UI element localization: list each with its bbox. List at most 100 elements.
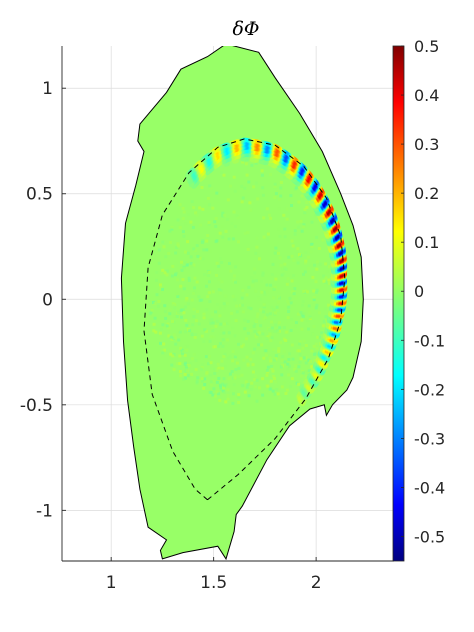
noise-cell	[280, 373, 284, 377]
noise-cell	[235, 310, 239, 314]
noise-cell	[247, 285, 251, 289]
noise-cell	[175, 246, 179, 249]
noise-cell	[324, 315, 328, 319]
noise-cell	[260, 173, 264, 177]
noise-cell	[262, 290, 266, 294]
noise-cell	[280, 385, 284, 389]
noise-cell	[174, 271, 178, 275]
axes-frame	[61, 46, 394, 562]
noise-cell	[183, 345, 187, 349]
noise-cell	[250, 163, 254, 167]
noise-cell	[221, 211, 225, 215]
noise-cell	[258, 297, 262, 301]
noise-cell	[178, 225, 182, 229]
noise-cell	[203, 273, 207, 277]
noise-cell	[223, 307, 226, 311]
noise-cell	[185, 345, 189, 349]
noise-cell	[254, 319, 258, 322]
noise-cell	[293, 325, 297, 329]
noise-cell	[253, 374, 257, 378]
noise-cell	[292, 303, 296, 307]
noise-cell	[221, 225, 224, 228]
noise-cell	[210, 318, 214, 322]
noise-cell	[311, 303, 315, 307]
noise-cell	[304, 259, 308, 263]
noise-cell	[243, 231, 247, 235]
noise-cell	[271, 389, 275, 393]
noise-cell	[197, 295, 201, 299]
noise-cell	[193, 286, 196, 290]
noise-cell	[195, 213, 199, 217]
noise-cell	[220, 171, 223, 175]
noise-cell	[304, 356, 308, 360]
noise-cell	[266, 370, 270, 374]
colorbar-tick-label: 0	[414, 282, 424, 301]
noise-cell	[272, 287, 276, 291]
noise-cell	[302, 317, 306, 321]
noise-cell	[298, 349, 302, 353]
noise-cell	[231, 350, 235, 354]
noise-cell	[282, 381, 286, 385]
noise-cell	[273, 311, 277, 315]
noise-cell	[180, 315, 183, 319]
noise-cell	[327, 278, 331, 282]
noise-cell	[255, 236, 259, 240]
noise-cell	[234, 319, 238, 323]
noise-cell	[194, 319, 198, 323]
noise-cell	[223, 352, 227, 356]
noise-cell	[307, 327, 310, 331]
noise-cell	[176, 242, 180, 246]
noise-cell	[292, 274, 296, 278]
noise-cell	[297, 382, 301, 386]
noise-cell	[189, 262, 193, 265]
noise-cell	[218, 398, 222, 402]
noise-cell	[297, 225, 301, 229]
noise-cell	[261, 193, 265, 197]
noise-cell	[228, 262, 231, 265]
noise-cell	[195, 280, 199, 284]
noise-cell	[212, 387, 216, 391]
noise-cell	[163, 271, 167, 275]
noise-cell	[153, 301, 157, 305]
noise-cell	[304, 251, 308, 255]
noise-cell	[188, 362, 192, 366]
noise-cell	[286, 362, 290, 366]
noise-cell	[303, 270, 307, 274]
noise-cell	[256, 312, 260, 316]
noise-cell	[192, 206, 196, 210]
noise-cell	[231, 294, 235, 298]
noise-cell	[307, 358, 311, 362]
noise-cell	[206, 295, 210, 299]
noise-cell	[233, 274, 236, 278]
noise-cell	[223, 304, 227, 308]
noise-cell	[208, 318, 212, 322]
colorbar-tick-label: -0.2	[414, 380, 445, 399]
noise-cell	[296, 247, 300, 251]
wall-boundary	[120, 46, 364, 561]
noise-cell	[301, 346, 305, 350]
noise-cell	[187, 374, 191, 378]
noise-cell	[167, 326, 171, 330]
noise-cell	[241, 310, 245, 314]
noise-cell	[318, 311, 321, 315]
noise-cell	[305, 374, 309, 378]
x-tick-label: 1	[106, 573, 117, 593]
noise-cell	[211, 321, 215, 325]
noise-cell	[281, 267, 285, 271]
noise-cell	[307, 369, 311, 373]
noise-cell	[237, 395, 241, 399]
noise-cell	[157, 261, 161, 265]
noise-cell	[279, 194, 283, 198]
noise-cell	[288, 364, 291, 368]
noise-cell	[218, 342, 222, 345]
noise-cell	[233, 334, 237, 338]
noise-cell	[271, 326, 274, 330]
noise-cell	[219, 385, 223, 389]
noise-cell	[302, 339, 306, 343]
noise-cell	[228, 354, 232, 358]
noise-cell	[288, 296, 292, 300]
noise-cell	[180, 268, 184, 272]
noise-cell	[245, 173, 249, 177]
noise-cell	[204, 329, 208, 333]
colorbar-ticks: 0.5 0.4 0.3 0.2 0.1 0 -0.1 -0.2 -0.3 -0.4 -0.5	[401, 37, 445, 546]
